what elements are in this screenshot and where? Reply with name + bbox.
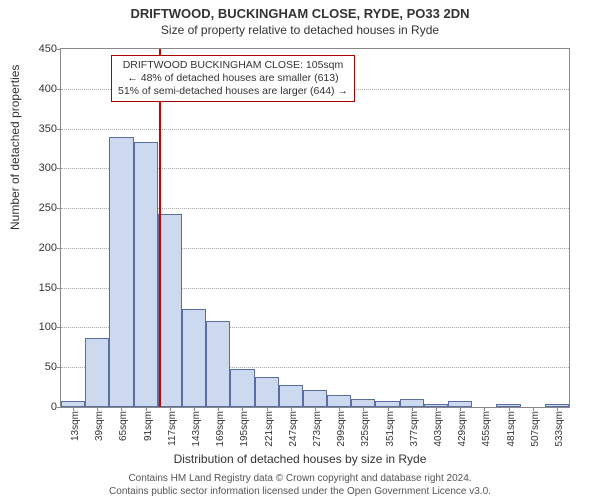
x-tick-mark [557,407,558,411]
footer-attribution: Contains HM Land Registry data © Crown c… [0,472,600,498]
histogram-bar [255,377,279,407]
y-tick-label: 300 [39,162,57,174]
x-tick-label: 39sqm [94,411,105,441]
x-tick-mark [218,407,219,411]
y-tick-mark [57,129,61,130]
x-tick-label: 169sqm [215,411,226,447]
x-tick-mark [291,407,292,411]
x-tick-mark [388,407,389,411]
histogram-bar [109,137,133,407]
x-tick-label: 273sqm [312,411,323,447]
histogram-bar [327,395,351,407]
x-tick-mark [121,407,122,411]
y-tick-label: 150 [39,282,57,294]
grid-line [61,129,569,130]
x-tick-label: 429sqm [457,411,468,447]
x-axis-label: Distribution of detached houses by size … [0,452,600,466]
y-tick-label: 250 [39,202,57,214]
x-tick-label: 455sqm [481,411,492,447]
histogram-bar [400,399,424,407]
x-tick-label: 117sqm [167,411,178,446]
chart-subtitle: Size of property relative to detached ho… [0,21,600,37]
annotation-box: DRIFTWOOD BUCKINGHAM CLOSE: 105sqm← 48% … [111,55,355,102]
histogram-bar [206,321,230,407]
x-tick-label: 91sqm [143,411,154,441]
y-tick-label: 450 [39,43,57,55]
x-tick-mark [97,407,98,411]
x-tick-mark [315,407,316,411]
x-tick-label: 13sqm [70,411,81,441]
x-tick-mark [484,407,485,411]
x-tick-label: 221sqm [264,411,275,447]
y-tick-mark [57,327,61,328]
histogram-bar [85,338,109,407]
y-tick-mark [57,367,61,368]
y-tick-mark [57,407,61,408]
y-tick-mark [57,49,61,50]
property-marker-line [159,49,161,407]
chart-container: DRIFTWOOD, BUCKINGHAM CLOSE, RYDE, PO33 … [0,0,600,500]
x-tick-mark [146,407,147,411]
x-tick-mark [73,407,74,411]
annotation-line: 51% of semi-detached houses are larger (… [118,85,348,98]
histogram-bar [134,142,158,407]
x-tick-label: 507sqm [530,411,541,447]
x-tick-mark [460,407,461,411]
chart-title: DRIFTWOOD, BUCKINGHAM CLOSE, RYDE, PO33 … [0,0,600,21]
x-tick-label: 533sqm [554,411,565,447]
x-tick-label: 351sqm [385,411,396,447]
histogram-bar [230,369,254,407]
annotation-line: ← 48% of detached houses are smaller (61… [118,72,348,85]
x-tick-mark [194,407,195,411]
y-tick-mark [57,89,61,90]
x-tick-label: 403sqm [433,411,444,447]
footer-line-1: Contains HM Land Registry data © Crown c… [0,472,600,485]
y-tick-label: 200 [39,242,57,254]
y-axis-label: Number of detached properties [8,65,22,230]
x-tick-mark [509,407,510,411]
x-tick-label: 325sqm [360,411,371,447]
y-tick-mark [57,208,61,209]
y-tick-label: 350 [39,123,57,135]
x-tick-label: 481sqm [506,411,517,447]
y-tick-mark [57,168,61,169]
y-tick-label: 400 [39,83,57,95]
x-tick-mark [436,407,437,411]
x-tick-mark [170,407,171,411]
y-tick-mark [57,288,61,289]
x-tick-label: 195sqm [239,411,250,447]
x-tick-mark [267,407,268,411]
x-tick-label: 299sqm [336,411,347,447]
y-tick-label: 100 [39,321,57,333]
x-tick-mark [412,407,413,411]
x-tick-mark [242,407,243,411]
x-tick-label: 377sqm [409,411,420,447]
y-tick-mark [57,248,61,249]
plot-area: 05010015020025030035040045013sqm39sqm65s… [60,48,570,408]
histogram-bar [303,390,327,408]
x-tick-label: 247sqm [288,411,299,447]
histogram-bar [351,399,375,407]
x-tick-label: 65sqm [118,411,129,441]
x-tick-mark [533,407,534,411]
histogram-bar [158,214,182,407]
footer-line-2: Contains public sector information licen… [0,485,600,498]
x-tick-mark [339,407,340,411]
histogram-bar [182,309,206,407]
x-tick-mark [363,407,364,411]
histogram-bar [279,385,303,407]
annotation-line: DRIFTWOOD BUCKINGHAM CLOSE: 105sqm [118,59,348,72]
y-tick-label: 50 [45,361,57,373]
x-tick-label: 143sqm [191,411,202,447]
